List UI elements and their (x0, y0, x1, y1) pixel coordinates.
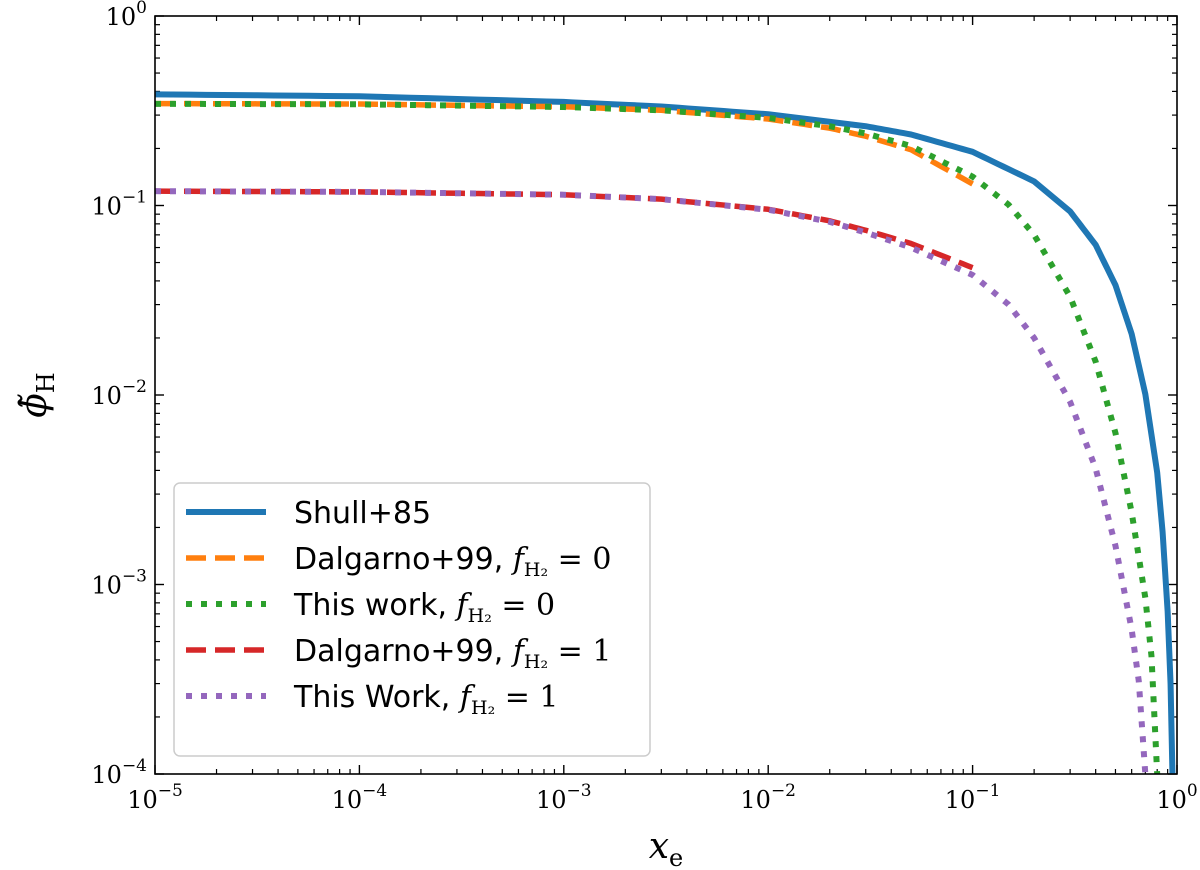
y-tick-label: 100 (106, 0, 147, 31)
legend-label-2: Dalgarno+99, fH₂ = 0 (294, 542, 611, 581)
x-tick-label: 10−3 (536, 781, 592, 814)
y-tick-label: 10−1 (91, 188, 147, 221)
y-axis-label: ϕ̃H (14, 372, 60, 417)
legend-label-4: Dalgarno+99, fH₂ = 1 (294, 634, 611, 673)
x-tick-label: 10−2 (740, 781, 796, 814)
y-tick-labels: 10−4 10−3 10−2 10−1 100 (91, 0, 147, 789)
y-tick-label: 10−4 (91, 756, 147, 789)
plot-frame (154, 15, 1178, 775)
x-tick-label: 10−1 (945, 781, 1001, 814)
x-tick-labels: 10−5 10−4 10−3 10−2 10−1 100 (127, 781, 1197, 814)
legend-label-3: This work, fH₂ = 0 (293, 588, 555, 627)
series-line-5 (155, 188, 1149, 774)
legend-box (173, 482, 651, 757)
x-tick-label: 100 (1156, 781, 1197, 814)
minor-ticks (155, 16, 1177, 774)
y-tick-label: 10−2 (91, 377, 147, 410)
x-tick-label: 10−4 (332, 781, 388, 814)
x-axis-label: xe (649, 826, 684, 870)
series-layer (155, 91, 1176, 774)
legend-label-5: This Work, fH₂ = 1 (293, 680, 558, 719)
series-line-1 (155, 91, 1176, 774)
legend: Shull+85 Dalgarno+99, fH₂ = 0 This work, f… (173, 482, 651, 757)
legend-label-1: Shull+85 (294, 496, 431, 531)
x-tick-label: 10−5 (127, 781, 183, 814)
y-tick-label: 10−3 (91, 567, 147, 600)
